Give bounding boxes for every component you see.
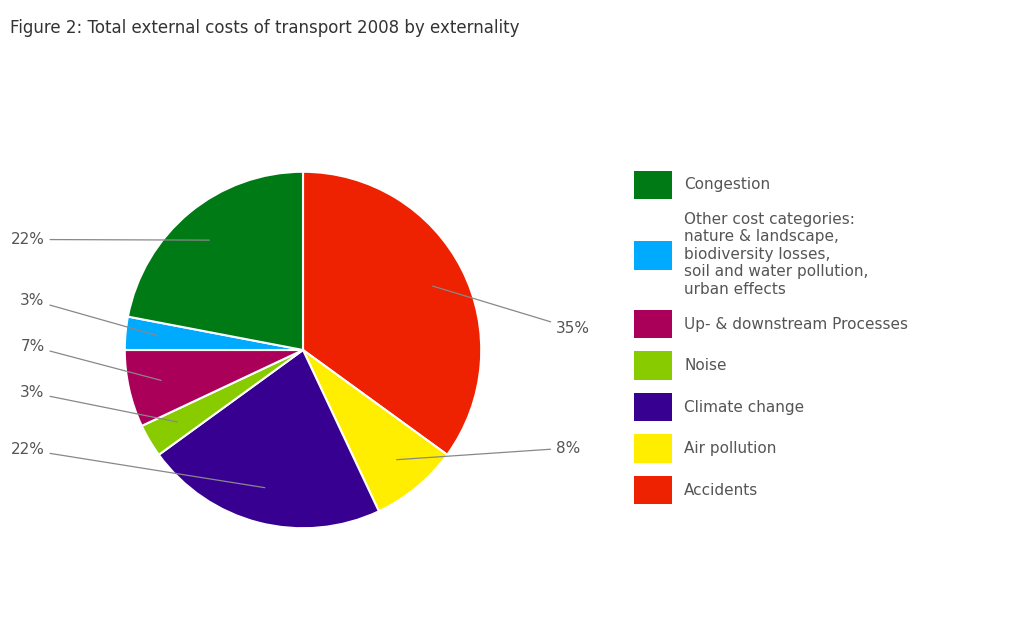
Wedge shape xyxy=(159,350,379,528)
Wedge shape xyxy=(303,350,447,511)
Wedge shape xyxy=(141,350,303,455)
Text: 3%: 3% xyxy=(20,385,178,422)
Text: Figure 2: Total external costs of transport 2008 by externality: Figure 2: Total external costs of transp… xyxy=(10,19,519,37)
Text: 22%: 22% xyxy=(11,442,265,488)
Text: 8%: 8% xyxy=(397,441,581,459)
Text: 3%: 3% xyxy=(20,292,159,336)
Text: 35%: 35% xyxy=(432,286,590,336)
Wedge shape xyxy=(125,317,303,350)
Wedge shape xyxy=(125,350,303,426)
Legend: Congestion, Other cost categories:
nature & landscape,
biodiversity losses,
soil: Congestion, Other cost categories: natur… xyxy=(634,171,908,504)
Wedge shape xyxy=(128,172,303,350)
Wedge shape xyxy=(303,172,481,455)
Text: 22%: 22% xyxy=(11,232,209,247)
Text: 7%: 7% xyxy=(20,339,162,381)
